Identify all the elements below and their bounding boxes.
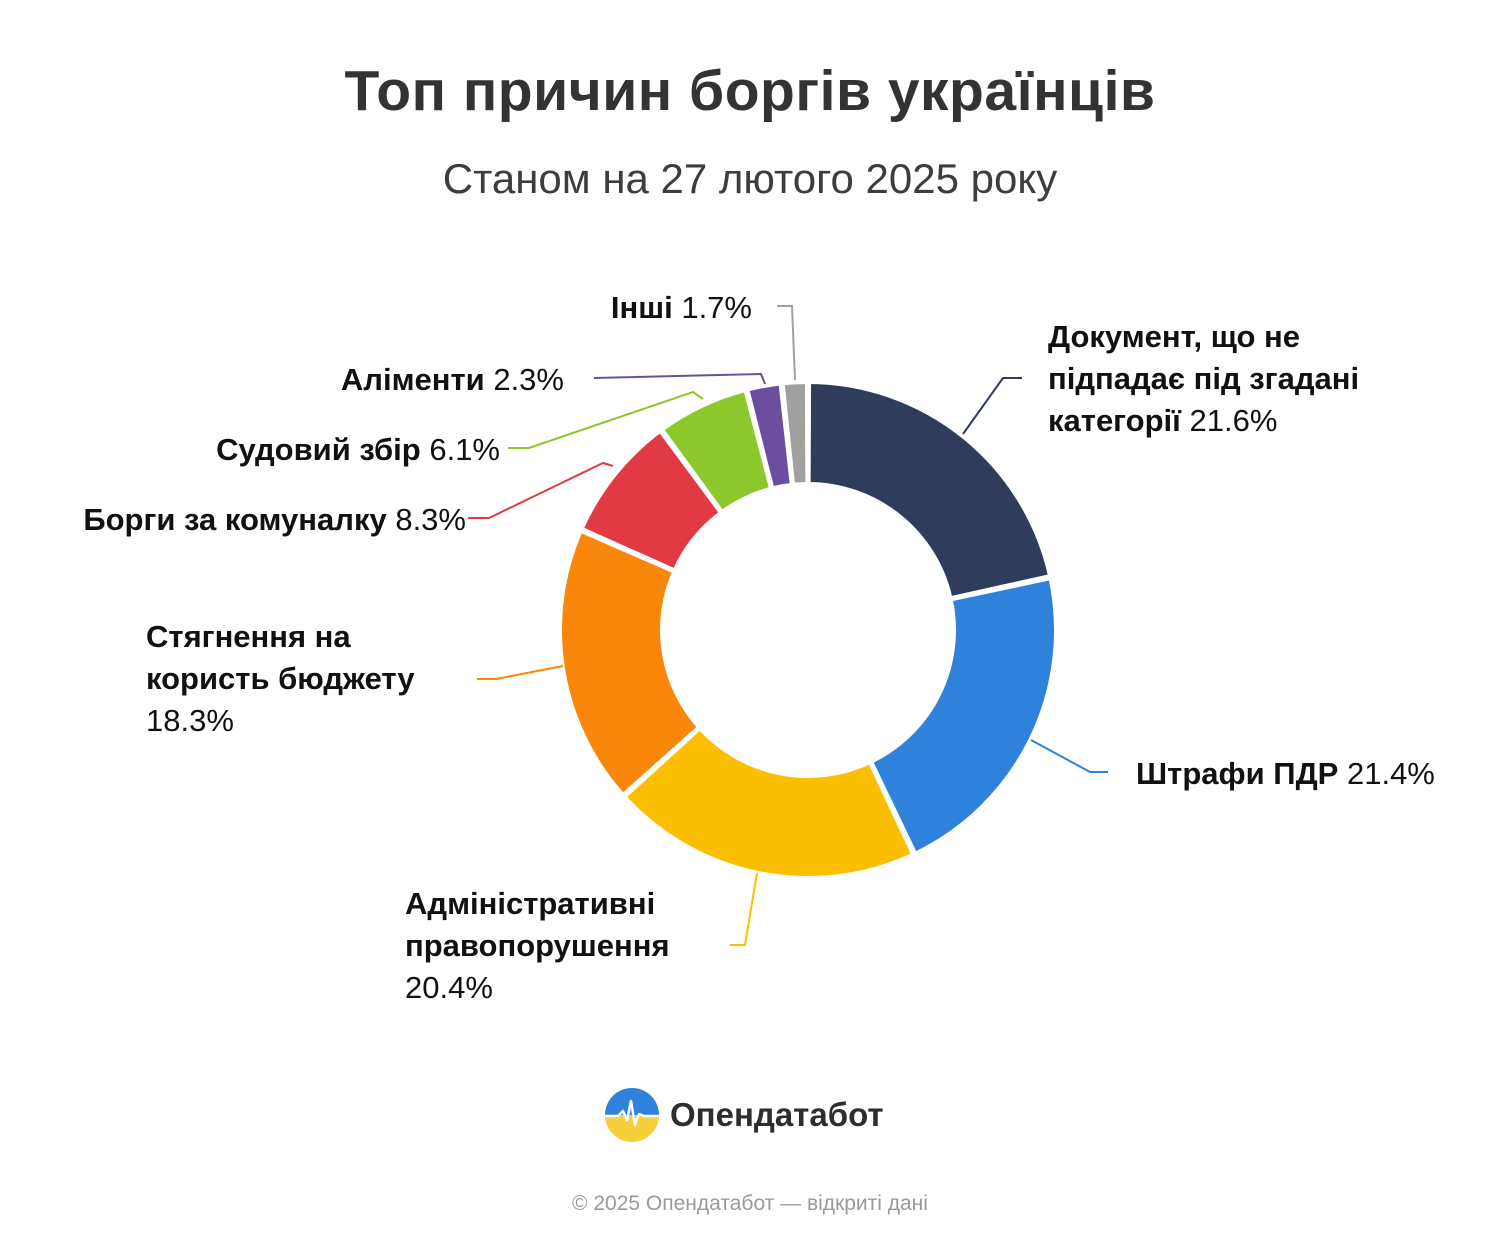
slice-3[interactable] <box>622 726 916 880</box>
slices-layer <box>558 380 1058 880</box>
slice-label-name: правопорушення <box>405 928 670 963</box>
slice-label-7: Аліменти 2.3% <box>341 362 564 397</box>
slice-label-value: 21.4% <box>1338 756 1435 791</box>
slice-label-value: 20.4% <box>405 970 493 1005</box>
slice-label-name: Інші <box>611 290 673 325</box>
leader-line-8 <box>777 305 796 381</box>
leaders-layer <box>468 305 1108 946</box>
footer-text: © 2025 Опендатабот — відкриті дані <box>572 1192 928 1215</box>
slice-4[interactable] <box>558 528 702 798</box>
slice-label-name: Документ, що не <box>1048 319 1300 354</box>
slice-label-name: Штрафи ПДР <box>1136 756 1338 791</box>
slice-label-name: Борги за комуналку <box>83 502 387 537</box>
leader-line-5 <box>468 461 614 519</box>
slice-label-6: Судовий збір 6.1% <box>216 432 500 467</box>
slice-label-name: Аліменти <box>341 362 485 397</box>
slice-5[interactable] <box>579 428 724 573</box>
leader-line-6 <box>508 390 704 449</box>
slice-8[interactable] <box>780 380 810 487</box>
slice-label-8: Інші 1.7% <box>611 290 752 325</box>
slice-label-4: Стягнення на користь бюджету 18.3% <box>146 619 415 738</box>
labels-layer: Документ, що не підпадає під згадані катег… <box>83 290 1435 1005</box>
opendatabot-logo-icon <box>605 1088 659 1142</box>
chart-title: Топ причин боргів українців <box>344 59 1156 123</box>
slice-label-name: користь бюджету <box>146 661 415 696</box>
slice-label-value: 2.3% <box>485 362 564 397</box>
slice-label-name: Судовий збір <box>216 432 421 467</box>
leader-line-1 <box>962 377 1022 435</box>
leader-line-7 <box>593 372 766 385</box>
leader-line-2 <box>1030 739 1108 773</box>
slice-label-name: Стягнення на <box>146 619 351 654</box>
slice-label-2: Штрафи ПДР 21.4% <box>1136 756 1435 791</box>
brand-logo: Опендатабот <box>604 1087 884 1143</box>
leader-line-4 <box>477 665 564 680</box>
leader-line-3 <box>730 872 758 946</box>
brand-name: Опендатабот <box>670 1096 884 1133</box>
slice-label-value: 6.1% <box>421 432 500 467</box>
slice-label-5: Борги за комуналку 8.3% <box>83 502 466 537</box>
slice-label-value: 21.6% <box>1181 403 1278 438</box>
slice-2[interactable] <box>869 576 1058 856</box>
slice-label-3: Адміністративні правопорушення 20.4% <box>405 886 670 1005</box>
slice-label-value: 8.3% <box>387 502 466 537</box>
slice-6[interactable] <box>659 388 774 514</box>
slice-label-name: категорії <box>1048 403 1182 438</box>
chart-subtitle: Станом на 27 лютого 2025 року <box>442 155 1058 202</box>
slice-label-1: Документ, що не підпадає під згадані катег… <box>1048 319 1359 438</box>
slice-1[interactable] <box>806 380 1053 601</box>
slice-label-value: 18.3% <box>146 703 234 738</box>
slice-label-name: Адміністративні <box>405 886 655 921</box>
slice-label-value: 1.7% <box>673 290 752 325</box>
slice-label-name: підпадає під згадані <box>1048 361 1359 396</box>
